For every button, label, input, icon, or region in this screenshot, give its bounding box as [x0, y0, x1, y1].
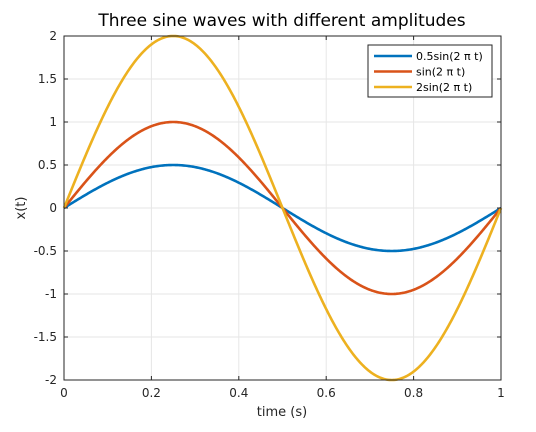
- x-tick-label: 0.4: [229, 386, 248, 400]
- x-tick-label: 0: [60, 386, 68, 400]
- y-tick-label: -2: [45, 373, 57, 387]
- x-axis-label: time (s): [257, 405, 307, 420]
- x-tick-label: 1: [497, 386, 505, 400]
- x-tick-label: 0.2: [142, 386, 161, 400]
- legend-entry-3: 2sin(2 π t): [416, 81, 472, 94]
- series-line-3: [62, 34, 503, 382]
- legend: 0.5sin(2 π t) sin(2 π t) 2sin(2 π t): [367, 44, 493, 98]
- y-tick-label: -0.5: [34, 244, 57, 258]
- y-tick-label: 0: [49, 201, 57, 215]
- legend-entry-1: 0.5sin(2 π t): [416, 50, 483, 63]
- y-tick-label: 1: [49, 115, 57, 129]
- x-tick-label: 0.8: [404, 386, 423, 400]
- plot-area: 0 0.2 0.4 0.6 0.8 1 2 1.5 1 0.5 0 -0.5 -1 -1.5 -2 0.5si…: [34, 29, 505, 400]
- y-tick-label: 2: [49, 29, 57, 43]
- y-tick-label: 0.5: [38, 158, 57, 172]
- y-tick-label: -1.5: [34, 330, 57, 344]
- y-axis-label: x(t): [14, 197, 29, 220]
- x-tick-label: 0.6: [317, 386, 336, 400]
- chart-title: Three sine waves with different amplitud…: [97, 11, 465, 31]
- y-tick-label: -1: [45, 287, 57, 301]
- legend-entry-2: sin(2 π t): [416, 66, 465, 79]
- y-tick-label: 1.5: [38, 72, 57, 86]
